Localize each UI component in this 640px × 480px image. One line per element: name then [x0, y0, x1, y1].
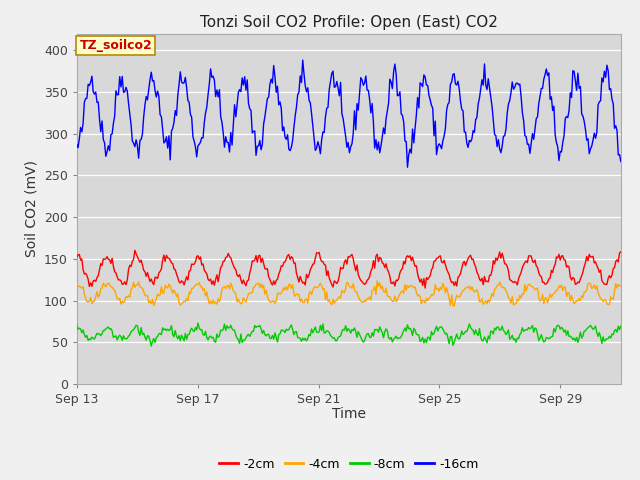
- Y-axis label: Soil CO2 (mV): Soil CO2 (mV): [24, 160, 38, 257]
- X-axis label: Time: Time: [332, 408, 366, 421]
- Title: Tonzi Soil CO2 Profile: Open (East) CO2: Tonzi Soil CO2 Profile: Open (East) CO2: [200, 15, 498, 30]
- Text: TZ_soilco2: TZ_soilco2: [79, 39, 152, 52]
- Legend: -2cm, -4cm, -8cm, -16cm: -2cm, -4cm, -8cm, -16cm: [214, 453, 483, 476]
